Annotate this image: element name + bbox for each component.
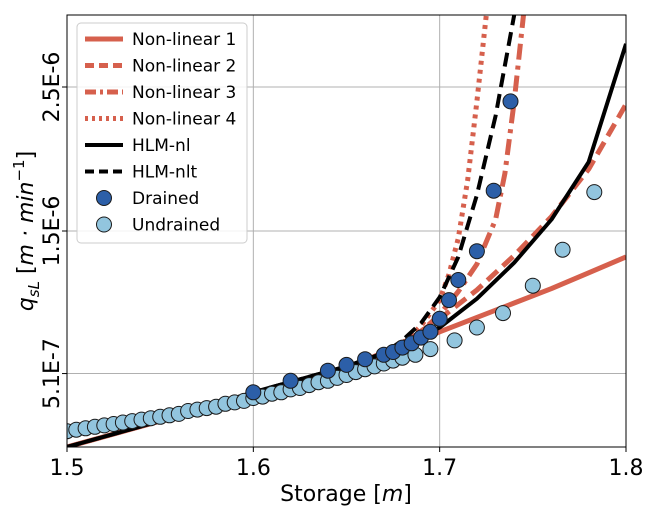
point-drained xyxy=(485,182,502,199)
point-undrained xyxy=(586,184,603,201)
point-undrained xyxy=(468,319,485,336)
y-axis: 5.1E-7 1.5E-6 2.5E-6 xyxy=(40,52,67,409)
point-undrained xyxy=(554,241,571,258)
y-axis-title: qsL [m · min−1] xyxy=(10,151,43,311)
y-tick-label: 2.5E-6 xyxy=(40,52,65,123)
series-line-non-linear-3 xyxy=(401,15,526,346)
point-drained xyxy=(450,272,467,288)
series-line-non-linear-2 xyxy=(364,103,626,363)
legend-label-hlm-nlt: HLM-nlt xyxy=(132,163,198,183)
x-axis: 1.5 1.6 1.7 1.8 xyxy=(50,447,644,481)
y-tick-label: 5.1E-7 xyxy=(40,338,65,409)
point-drained xyxy=(431,310,448,327)
point-undrained xyxy=(524,277,541,294)
legend-swatch-undrained xyxy=(96,216,112,233)
legend-label-non-linear-4: Non-linear 4 xyxy=(132,110,236,130)
legend-swatch-drained xyxy=(96,190,112,206)
point-undrained xyxy=(495,305,511,322)
x-tick-label: 1.8 xyxy=(609,456,644,481)
legend-box xyxy=(76,22,248,244)
x-axis-title: Storage [m] xyxy=(280,482,412,507)
legend-label-non-linear-2: Non-linear 2 xyxy=(132,57,236,77)
point-drained xyxy=(422,323,439,340)
legend: Non-linear 1 Non-linear 2 Non-linear 3 Non-… xyxy=(76,22,248,244)
legend-label-non-linear-1: Non-linear 1 xyxy=(132,30,236,50)
legend-label-undrained: Undrained xyxy=(132,216,220,236)
point-drained xyxy=(319,362,336,379)
point-undrained xyxy=(422,341,439,358)
point-drained xyxy=(468,243,485,260)
point-drained xyxy=(502,93,519,110)
x-tick-label: 1.7 xyxy=(422,456,457,481)
scatter-layer xyxy=(67,93,603,440)
y-tick-label: 1.5E-6 xyxy=(40,196,65,267)
point-drained xyxy=(282,372,299,389)
x-tick-label: 1.5 xyxy=(50,456,85,481)
point-drained xyxy=(357,351,374,368)
point-drained xyxy=(441,292,457,309)
legend-label-drained: Drained xyxy=(132,189,199,209)
legend-label-non-linear-3: Non-linear 3 xyxy=(132,83,236,103)
legend-label-hlm-nl: HLM-nl xyxy=(132,136,191,156)
x-tick-label: 1.6 xyxy=(236,456,271,481)
point-drained xyxy=(338,356,355,373)
point-undrained xyxy=(446,332,463,349)
point-drained xyxy=(245,384,262,401)
